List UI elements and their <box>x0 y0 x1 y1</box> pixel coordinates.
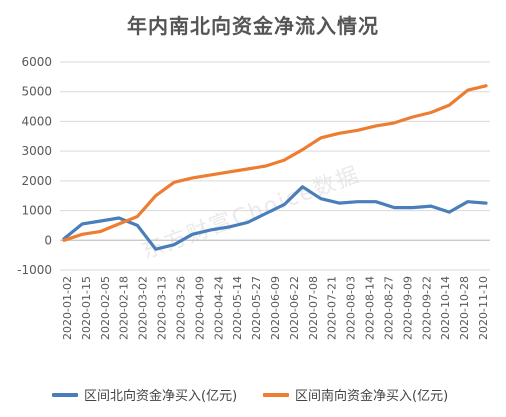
legend-item-northbound: 区间北向资金净买入(亿元) <box>52 385 237 404</box>
x-tick-label: 2020-11-10 <box>477 276 490 340</box>
x-tick-label: 2020-07-21 <box>326 276 339 340</box>
x-tick-label: 2020-08-03 <box>345 276 358 340</box>
x-tick-label: 2020-03-02 <box>137 276 150 340</box>
x-tick-label: 2020-10-14 <box>439 276 452 340</box>
legend: 区间北向资金净买入(亿元) 区间南向资金净买入(亿元) <box>0 385 506 407</box>
legend-label-northbound: 区间北向资金净买入(亿元) <box>84 389 238 404</box>
y-tick-label: 0 <box>44 233 52 247</box>
x-tick-label: 2020-07-08 <box>307 276 320 340</box>
legend-item-southbound: 区间南向资金净买入(亿元) <box>263 385 448 404</box>
x-tick-label: 2020-03-13 <box>156 276 169 340</box>
chart-title: 年内南北向资金净流入情况 <box>127 14 379 38</box>
x-tick-label: 2020-10-28 <box>458 276 471 340</box>
y-tick-label: -1000 <box>17 263 52 277</box>
x-tick-label: 2020-04-24 <box>212 276 225 340</box>
legend-swatch-southbound <box>263 392 289 397</box>
x-tick-label: 2020-01-15 <box>80 276 93 340</box>
x-tick-label: 2020-05-27 <box>250 276 263 340</box>
y-tick-label: 5000 <box>21 85 52 99</box>
x-tick-label: 2020-04-09 <box>193 276 206 340</box>
x-tick-label: 2020-08-27 <box>382 276 395 340</box>
x-tick-label: 2020-05-14 <box>231 276 244 340</box>
y-tick-label: 6000 <box>21 55 52 69</box>
y-tick-label: 4000 <box>21 114 52 128</box>
x-tick-label: 2020-02-18 <box>118 276 131 340</box>
x-tick-label: 2020-09-09 <box>401 276 414 340</box>
series-line-northbound <box>62 185 488 251</box>
x-tick-label: 2020-09-22 <box>420 276 433 340</box>
legend-label-southbound: 区间南向资金净买入(亿元) <box>295 389 449 404</box>
x-tick-label: 2020-01-02 <box>61 276 74 340</box>
series-line-southbound <box>62 84 488 242</box>
x-tick-label: 2020-06-09 <box>269 276 282 340</box>
x-tick-label: 2020-06-22 <box>288 276 301 340</box>
x-tick-label: 2020-08-14 <box>364 276 377 340</box>
y-tick-label: 3000 <box>21 144 52 158</box>
x-tick-label: 2020-02-05 <box>99 276 112 340</box>
y-tick-label: 1000 <box>21 204 52 218</box>
y-tick-label: 2000 <box>21 174 52 188</box>
x-tick-label: 2020-03-26 <box>174 276 187 340</box>
legend-swatch-northbound <box>52 392 78 397</box>
